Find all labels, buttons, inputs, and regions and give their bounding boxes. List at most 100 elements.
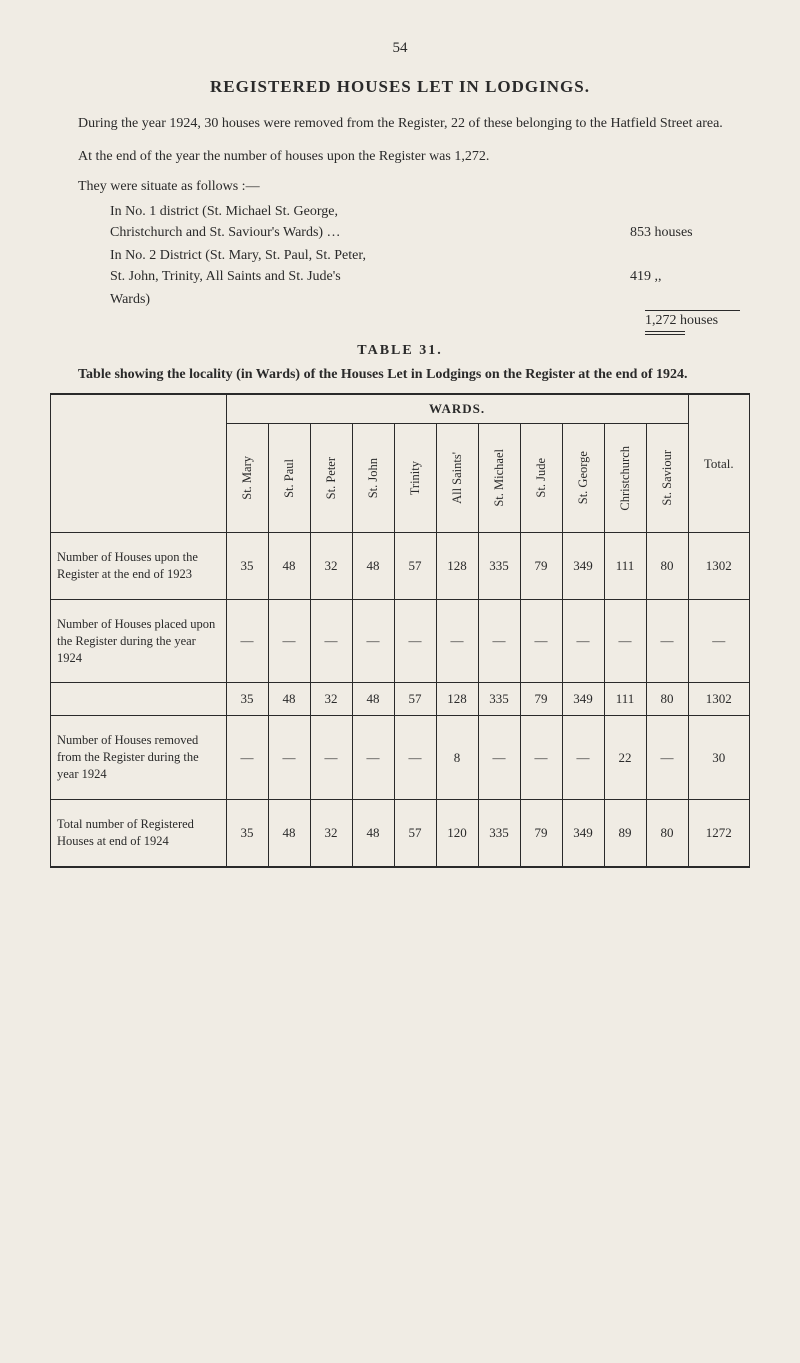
cell: 79: [520, 533, 562, 600]
cell: 111: [604, 683, 646, 716]
table-row: Total number of Registered Houses at end…: [51, 800, 750, 867]
row-label-header: [51, 394, 227, 533]
cell: —: [562, 599, 604, 683]
col-st-mary: St. Mary: [226, 424, 268, 533]
cell: —: [520, 599, 562, 683]
row-3-label: Number of Houses removed from the Regist…: [51, 716, 227, 800]
district-1-line1: In No. 1 district (St. Michael St. Georg…: [110, 201, 740, 222]
cell: 35: [226, 533, 268, 600]
ward-table: WARDS. Total. St. Mary St. Paul St. Pete…: [50, 393, 750, 868]
cell: —: [520, 716, 562, 800]
row-4-label: Total number of Registered Houses at end…: [51, 800, 227, 867]
cell: 48: [268, 800, 310, 867]
table-row: Number of Houses removed from the Regist…: [51, 716, 750, 800]
col-st-paul: St. Paul: [268, 424, 310, 533]
main-title: REGISTERED HOUSES LET IN LODGINGS.: [50, 77, 750, 97]
cell: 111: [604, 533, 646, 600]
col-st-saviour: St. Saviour: [646, 424, 688, 533]
cell: 32: [310, 683, 352, 716]
cell: 89: [604, 800, 646, 867]
cell: —: [352, 716, 394, 800]
cell: 35: [226, 800, 268, 867]
col-st-john: St. John: [352, 424, 394, 533]
cell: —: [478, 599, 520, 683]
col-st-peter: St. Peter: [310, 424, 352, 533]
row-2-label: [51, 683, 227, 716]
cell: 335: [478, 683, 520, 716]
cell: —: [268, 716, 310, 800]
cell: 335: [478, 800, 520, 867]
cell: 80: [646, 683, 688, 716]
cell: 48: [352, 683, 394, 716]
cell: —: [646, 716, 688, 800]
cell: 48: [268, 683, 310, 716]
cell: —: [646, 599, 688, 683]
wards-header: WARDS.: [226, 394, 688, 424]
page-number: 54: [50, 40, 750, 57]
table-row: Number of Houses placed upon the Registe…: [51, 599, 750, 683]
paragraph-1: During the year 1924, 30 houses were rem…: [50, 113, 750, 134]
follows-line: They were situate as follows :—: [50, 179, 750, 195]
cell: —: [604, 599, 646, 683]
cell: 32: [310, 800, 352, 867]
cell: 80: [646, 533, 688, 600]
district-2-value: 419 ,,: [630, 266, 740, 287]
cell: 32: [310, 533, 352, 600]
cell: —: [394, 599, 436, 683]
district-1: In No. 1 district (St. Michael St. Georg…: [110, 201, 740, 243]
cell: 128: [436, 683, 478, 716]
cell: 349: [562, 800, 604, 867]
cell: 79: [520, 683, 562, 716]
cell: —: [352, 599, 394, 683]
total-houses-block: 1,272 houses: [50, 310, 740, 335]
cell: 30: [688, 716, 749, 800]
table-row: 35 48 32 48 57 128 335 79 349 111 80 130…: [51, 683, 750, 716]
cell: —: [226, 716, 268, 800]
district-2-line2: St. John, Trinity, All Saints and St. Ju…: [110, 266, 630, 287]
col-all-saints: All Saints': [436, 424, 478, 533]
cell: 57: [394, 683, 436, 716]
cell: 48: [352, 800, 394, 867]
cell: 349: [562, 533, 604, 600]
col-total: Total.: [688, 394, 749, 533]
cell: 22: [604, 716, 646, 800]
cell: 79: [520, 800, 562, 867]
district-2: In No. 2 District (St. Mary, St. Paul, S…: [110, 245, 740, 310]
cell: 8: [436, 716, 478, 800]
row-1-label: Number of Houses placed upon the Registe…: [51, 599, 227, 683]
double-rule: [645, 331, 685, 335]
cell: 1302: [688, 683, 749, 716]
paragraph-2: At the end of the year the number of hou…: [50, 146, 750, 167]
cell: 57: [394, 800, 436, 867]
district-1-value: 853 houses: [630, 222, 740, 243]
cell: —: [310, 716, 352, 800]
col-st-george: St. George: [562, 424, 604, 533]
cell: —: [268, 599, 310, 683]
table-label: TABLE 31.: [50, 343, 750, 359]
cell: —: [310, 599, 352, 683]
row-0-label: Number of Houses upon the Register at th…: [51, 533, 227, 600]
cell: 48: [352, 533, 394, 600]
cell: 35: [226, 683, 268, 716]
cell: —: [436, 599, 478, 683]
cell: —: [688, 599, 749, 683]
cell: —: [562, 716, 604, 800]
col-st-michael: St. Michael: [478, 424, 520, 533]
col-st-jude: St. Jude: [520, 424, 562, 533]
cell: 57: [394, 533, 436, 600]
cell: 1272: [688, 800, 749, 867]
cell: —: [226, 599, 268, 683]
total-houses: 1,272 houses: [645, 310, 740, 329]
cell: 48: [268, 533, 310, 600]
col-christchurch: Christchurch: [604, 424, 646, 533]
cell: 128: [436, 533, 478, 600]
table-row: Number of Houses upon the Register at th…: [51, 533, 750, 600]
cell: 349: [562, 683, 604, 716]
cell: —: [394, 716, 436, 800]
district-2-line3: Wards): [110, 289, 740, 310]
cell: —: [478, 716, 520, 800]
cell: 1302: [688, 533, 749, 600]
cell: 120: [436, 800, 478, 867]
col-trinity: Trinity: [394, 424, 436, 533]
cell: 80: [646, 800, 688, 867]
